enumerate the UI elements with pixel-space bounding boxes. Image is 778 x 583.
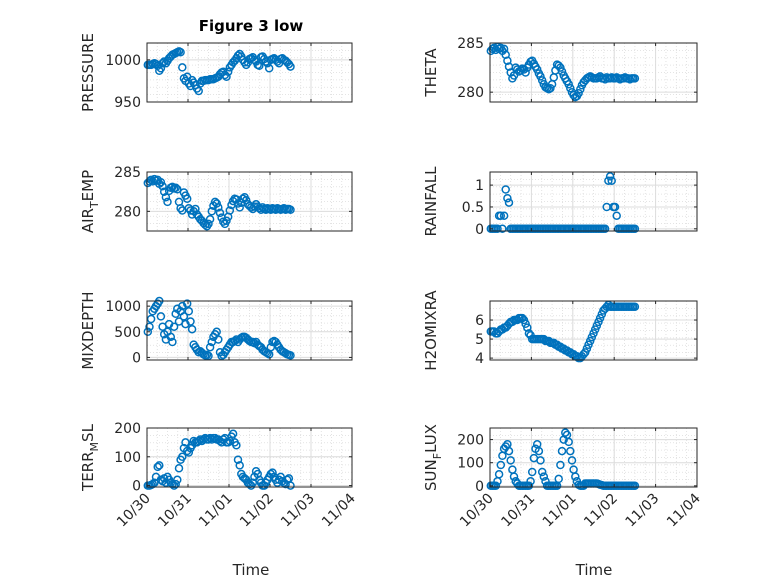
plot-area (490, 428, 697, 487)
y-axis-label-main: TERR (79, 451, 97, 492)
figure: Figure 3 low Time Time 9501000PRESSURE 28… (0, 0, 778, 583)
y-axis-label-main: PRESSURE (79, 33, 97, 112)
y-axis-label: THETA (422, 48, 440, 98)
y-tick-label: 4 (475, 351, 484, 367)
y-axis-label: PRESSURE (79, 33, 97, 112)
x-axis-label-left: Time (232, 561, 270, 579)
y-axis-label: RAINFALL (422, 166, 440, 237)
y-tick-label: 5 (475, 332, 484, 348)
y-tick-label: 285 (114, 165, 141, 181)
y-axis-label-main: MIXDEPTH (79, 291, 97, 369)
y-axis-label-subscript: M (88, 442, 101, 452)
y-tick-label: 280 (457, 85, 484, 101)
y-tick-label: 200 (457, 433, 484, 449)
y-tick-label: 0.5 (462, 200, 484, 216)
y-axis-label-main: THETA (422, 48, 440, 98)
y-axis-label-tail: SL (79, 423, 97, 442)
y-tick-label: 1000 (105, 299, 141, 315)
y-tick-label: 6 (475, 313, 484, 329)
y-tick-label: 1 (475, 178, 484, 194)
y-tick-label: 100 (114, 450, 141, 466)
plot-area (490, 172, 697, 231)
y-axis-label-main: RAINFALL (422, 166, 440, 237)
y-tick-label: 1000 (105, 53, 141, 69)
y-tick-label: 100 (457, 456, 484, 472)
y-tick-label: 200 (114, 421, 141, 437)
y-tick-label: 500 (114, 325, 141, 341)
y-axis-label: H2OMIXRA (422, 290, 440, 371)
y-axis-label-tail: EMP (79, 170, 97, 201)
x-axis-label-right: Time (575, 561, 613, 579)
y-axis-label-main: SUN (422, 459, 440, 491)
y-tick-label: 950 (114, 95, 141, 111)
y-axis-label-tail: LUX (422, 424, 440, 453)
y-tick-label: 0 (132, 350, 141, 366)
y-axis-label: MIXDEPTH (79, 291, 97, 369)
y-tick-label: 0 (475, 222, 484, 238)
y-tick-label: 285 (457, 36, 484, 52)
y-tick-label: 280 (114, 204, 141, 220)
figure-title: Figure 3 low (199, 17, 304, 35)
y-axis-label-main: H2OMIXRA (422, 290, 440, 371)
y-axis-label-main: AIR (79, 208, 97, 233)
